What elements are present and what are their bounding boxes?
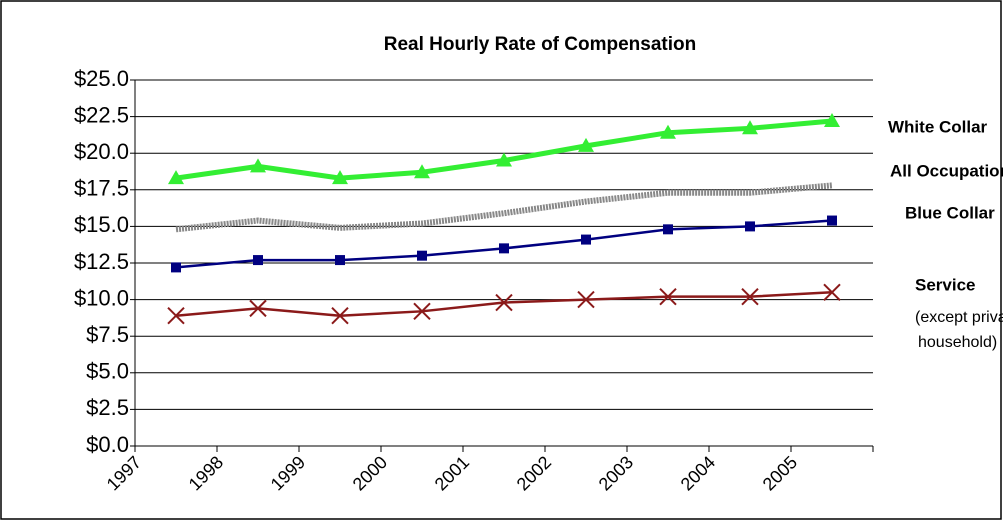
y-tick-label: $22.5	[74, 102, 129, 127]
chart-title: Real Hourly Rate of Compensation	[384, 34, 697, 55]
y-tick-label: $7.5	[86, 322, 129, 347]
y-tick-label: $12.5	[74, 249, 129, 274]
series-label: Blue Collar	[905, 203, 995, 222]
y-tick-label: $2.5	[86, 395, 129, 420]
y-tick-label: $25.0	[74, 66, 129, 91]
marker	[331, 306, 349, 325]
marker	[577, 290, 595, 309]
marker	[499, 243, 509, 254]
marker	[581, 234, 591, 245]
series-label: White Collar	[888, 117, 988, 136]
marker	[659, 287, 677, 306]
marker	[824, 112, 840, 127]
y-tick-label: $10.0	[74, 285, 129, 310]
marker	[253, 255, 263, 266]
series-line	[175, 182, 833, 233]
marker	[168, 170, 184, 185]
marker	[495, 293, 513, 312]
marker	[745, 221, 755, 232]
series-label: Service	[915, 275, 976, 294]
marker	[417, 250, 427, 261]
marker	[414, 164, 430, 179]
marker	[741, 287, 759, 306]
y-tick-label: $0.0	[86, 432, 129, 457]
series-label: All Occupations	[890, 161, 1003, 180]
marker	[335, 255, 345, 266]
marker	[660, 124, 676, 139]
marker	[167, 306, 185, 325]
y-tick-label: $5.0	[86, 359, 129, 384]
marker	[742, 120, 758, 135]
marker	[663, 224, 673, 235]
y-tick-label: $15.0	[74, 212, 129, 237]
y-tick-label: $17.5	[74, 176, 129, 201]
marker	[823, 283, 841, 301]
marker	[578, 137, 594, 152]
marker	[827, 215, 837, 226]
marker	[249, 299, 267, 318]
marker	[332, 170, 348, 185]
marker	[171, 262, 181, 273]
marker	[250, 158, 266, 173]
marker	[413, 302, 431, 321]
annotation: (except private	[915, 309, 1003, 326]
annotation: household)	[918, 334, 997, 351]
y-tick-label: $20.0	[74, 139, 129, 164]
marker	[496, 152, 512, 167]
